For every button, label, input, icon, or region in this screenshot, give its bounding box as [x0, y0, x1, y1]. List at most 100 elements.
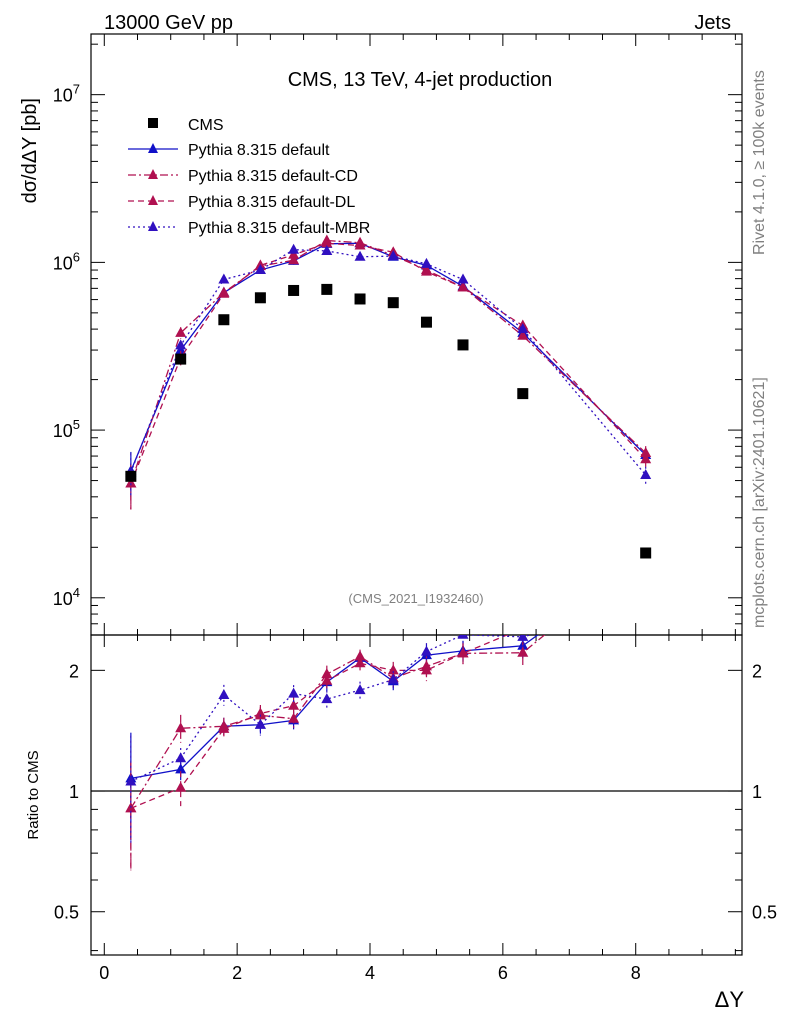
- chart-title: CMS, 13 TeV, 4-jet production: [288, 69, 553, 91]
- series-2-point: [457, 281, 469, 292]
- series-1-point: [288, 254, 300, 265]
- series-1-line: [130, 239, 647, 484]
- rivet-version-label: Rivet 4.1.0, ≥ 100k events: [751, 70, 768, 255]
- series-3-ratio-point: [387, 673, 399, 684]
- series-2-point: [288, 248, 300, 259]
- legend-label-default-mbr: Pythia 8.315 default-MBR: [188, 220, 370, 237]
- ratio-plot-area: [125, 561, 651, 871]
- series-3-ratio-point: [254, 718, 266, 729]
- legend-marker-default: [148, 143, 158, 153]
- cms-data-point: [420, 316, 432, 328]
- series-3-point: [517, 323, 529, 334]
- series-1-ratio-point: [288, 712, 300, 723]
- legend-label-cms: CMS: [188, 117, 224, 134]
- cms-data-point: [218, 314, 230, 326]
- y-tick-label: 107: [53, 82, 80, 106]
- x-tick-label: 4: [365, 963, 375, 983]
- y-tick-label: 106: [53, 249, 80, 273]
- cms-data-point: [640, 547, 652, 559]
- series-2-point: [125, 477, 137, 488]
- series-1-ratio-point: [175, 722, 187, 733]
- cms-data-point: [354, 293, 366, 305]
- cms-data-point: [288, 284, 300, 296]
- series-0-ratio-line: [130, 635, 539, 780]
- legend-marker-cms: [148, 118, 158, 128]
- series-3-point: [288, 243, 300, 254]
- y-axis-title: dσ/dΔY [pb]: [19, 98, 41, 203]
- series-2-point: [218, 287, 230, 298]
- main-plot-area: [125, 234, 652, 559]
- source-label: mcplots.cern.ch [arXiv:2401.10621]: [751, 377, 768, 628]
- series-2-ratio-point: [354, 657, 366, 668]
- series-3-point: [218, 273, 230, 284]
- series-2-ratio-point: [420, 664, 432, 675]
- header-energy-label: 13000 GeV pp: [104, 12, 233, 34]
- series-3-point: [175, 339, 187, 350]
- series-1-point: [640, 447, 652, 458]
- series-3-ratio-point: [517, 635, 529, 641]
- series-1-ratio-point: [517, 646, 529, 657]
- legend-entry-default: Pythia 8.315 default: [128, 142, 330, 159]
- series-2-ratio-point: [288, 699, 300, 710]
- analysis-label: (CMS_2021_I1932460): [348, 591, 483, 606]
- ratio-plot-frame: [90, 634, 743, 956]
- series-2-point: [640, 453, 652, 464]
- series-1-ratio-point: [354, 650, 366, 661]
- series-0-line: [130, 242, 647, 472]
- series-3-point: [254, 264, 266, 275]
- x-tick-label: 0: [99, 963, 109, 983]
- x-tick-label: 2: [232, 963, 242, 983]
- series-2-point: [321, 237, 333, 248]
- cms-data-point: [321, 283, 333, 295]
- series-3-line: [130, 249, 647, 476]
- y-tick-label: 105: [53, 417, 80, 441]
- series-3-point: [321, 244, 333, 255]
- series-3-ratio-point: [640, 599, 651, 609]
- legend-label-default: Pythia 8.315 default: [188, 142, 330, 159]
- series-3-ratio-point: [175, 752, 187, 763]
- legend-label-default-cd: Pythia 8.315 default-CD: [188, 168, 358, 185]
- ratio-tick-label-right: 2: [752, 661, 762, 681]
- series-2-ratio-point: [218, 722, 230, 733]
- series-3-point: [457, 273, 469, 284]
- ratio-tick-label-right: 0.5: [752, 903, 777, 923]
- series-1-point: [517, 329, 529, 340]
- series-3-ratio-line: [130, 635, 533, 783]
- legend-marker-default-dl: [148, 195, 158, 205]
- x-tick-label: 8: [631, 963, 641, 983]
- ratio-tick-label-right: 1: [752, 782, 762, 802]
- series-2-ratio-point: [640, 561, 651, 571]
- series-2-ratio-point: [457, 647, 469, 658]
- series-2-ratio-point: [321, 674, 333, 685]
- ratio-tick-label: 1: [69, 782, 79, 802]
- cms-data-point: [175, 353, 187, 365]
- cms-data-point: [387, 297, 399, 309]
- x-tick-label: 6: [498, 963, 508, 983]
- legend-entry-default-dl: Pythia 8.315 default-DL: [128, 194, 355, 211]
- series-3-ratio-point: [420, 645, 432, 656]
- cms-data-point: [457, 339, 469, 351]
- series-3-ratio-point: [288, 687, 300, 698]
- series-2-ratio-point: [387, 664, 399, 675]
- legend-entry-default-cd: Pythia 8.315 default-CD: [128, 168, 358, 185]
- series-3-ratio-point: [125, 775, 137, 786]
- cms-data-point: [254, 292, 266, 304]
- ratio-axis-title: Ratio to CMS: [25, 750, 42, 839]
- x-axis-title: ΔY: [715, 987, 745, 1012]
- y-tick-label: 104: [53, 585, 80, 609]
- series-3-ratio-point: [218, 688, 230, 699]
- series-3-point: [387, 250, 399, 261]
- series-2-ratio-point: [175, 781, 187, 792]
- ratio-tick-label: 2: [69, 661, 79, 681]
- series-1-point: [175, 326, 187, 337]
- series-2-line: [130, 242, 647, 484]
- cms-data-point: [517, 388, 529, 400]
- legend-marker-default-cd: [148, 169, 158, 179]
- series-3-ratio-point: [321, 693, 333, 704]
- ratio-tick-label: 0.5: [54, 903, 79, 923]
- legend-label-default-dl: Pythia 8.315 default-DL: [188, 194, 355, 211]
- series-3-ratio-point: [354, 684, 366, 695]
- series-3-point: [420, 257, 432, 268]
- header-jets-label: Jets: [694, 12, 731, 34]
